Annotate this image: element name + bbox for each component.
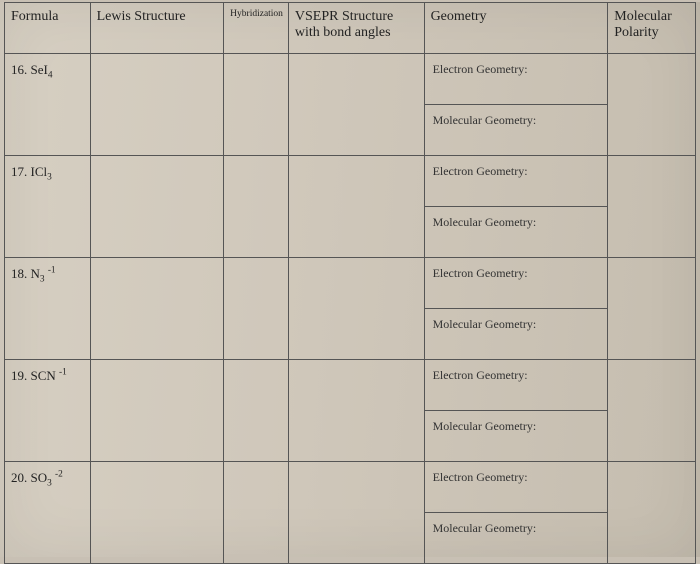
polarity-cell xyxy=(608,258,696,360)
row-number: 20. xyxy=(11,470,27,485)
formula-text: N3 -1 xyxy=(31,266,56,281)
vsepr-cell xyxy=(288,462,424,564)
header-formula: Formula xyxy=(5,3,91,54)
molecular-geometry-cell: Molecular Geometry: xyxy=(424,309,608,360)
polarity-cell xyxy=(608,360,696,462)
lewis-cell xyxy=(90,156,224,258)
molecular-geometry-cell: Molecular Geometry: xyxy=(424,513,608,564)
lewis-cell xyxy=(90,54,224,156)
lewis-cell xyxy=(90,462,224,564)
header-hybridization: Hybridization xyxy=(224,3,289,54)
polarity-cell xyxy=(608,156,696,258)
formula-text: SCN -1 xyxy=(31,368,67,383)
header-polarity: Molecular Polarity xyxy=(608,3,696,54)
vsepr-cell xyxy=(288,156,424,258)
table-row: 17. ICl3 Electron Geometry: xyxy=(5,156,696,207)
lewis-cell xyxy=(90,258,224,360)
hyb-cell xyxy=(224,360,289,462)
vsepr-cell xyxy=(288,258,424,360)
molecular-geometry-cell: Molecular Geometry: xyxy=(424,411,608,462)
row-number: 18. xyxy=(11,266,27,281)
lewis-cell xyxy=(90,360,224,462)
table-row: 18. N3 -1 Electron Geometry: xyxy=(5,258,696,309)
row-number: 19. xyxy=(11,368,27,383)
hyb-cell xyxy=(224,54,289,156)
hyb-cell xyxy=(224,258,289,360)
molecular-geometry-cell: Molecular Geometry: xyxy=(424,207,608,258)
electron-geometry-cell: Electron Geometry: xyxy=(424,54,608,105)
electron-geometry-cell: Electron Geometry: xyxy=(424,156,608,207)
formula-cell: 17. ICl3 xyxy=(5,156,91,258)
formula-text: ICl3 xyxy=(31,164,52,179)
header-row: Formula Lewis Structure Hybridization VS… xyxy=(5,3,696,54)
table-row: 16. SeI4 Electron Geometry: xyxy=(5,54,696,105)
electron-geometry-cell: Electron Geometry: xyxy=(424,258,608,309)
polarity-cell xyxy=(608,54,696,156)
formula-text: SeI4 xyxy=(31,62,53,77)
row-number: 17. xyxy=(11,164,27,179)
polarity-cell xyxy=(608,462,696,564)
vsepr-cell xyxy=(288,54,424,156)
formula-cell: 18. N3 -1 xyxy=(5,258,91,360)
hyb-cell xyxy=(224,156,289,258)
formula-text: SO3 -2 xyxy=(31,470,63,485)
electron-geometry-cell: Electron Geometry: xyxy=(424,462,608,513)
chemistry-table: Formula Lewis Structure Hybridization VS… xyxy=(4,2,696,564)
formula-cell: 20. SO3 -2 xyxy=(5,462,91,564)
header-lewis: Lewis Structure xyxy=(90,3,224,54)
table-body: 16. SeI4 Electron Geometry: Molecular Ge… xyxy=(5,54,696,564)
hyb-cell xyxy=(224,462,289,564)
table-row: 20. SO3 -2 Electron Geometry: xyxy=(5,462,696,513)
table-row: 19. SCN -1 Electron Geometry: xyxy=(5,360,696,411)
header-vsepr: VSEPR Structure with bond angles xyxy=(288,3,424,54)
electron-geometry-cell: Electron Geometry: xyxy=(424,360,608,411)
worksheet-page: { "table": { "background_color": "#d0c8b… xyxy=(0,2,700,557)
row-number: 16. xyxy=(11,62,27,77)
vsepr-cell xyxy=(288,360,424,462)
formula-cell: 19. SCN -1 xyxy=(5,360,91,462)
formula-cell: 16. SeI4 xyxy=(5,54,91,156)
header-geometry: Geometry xyxy=(424,3,608,54)
molecular-geometry-cell: Molecular Geometry: xyxy=(424,105,608,156)
